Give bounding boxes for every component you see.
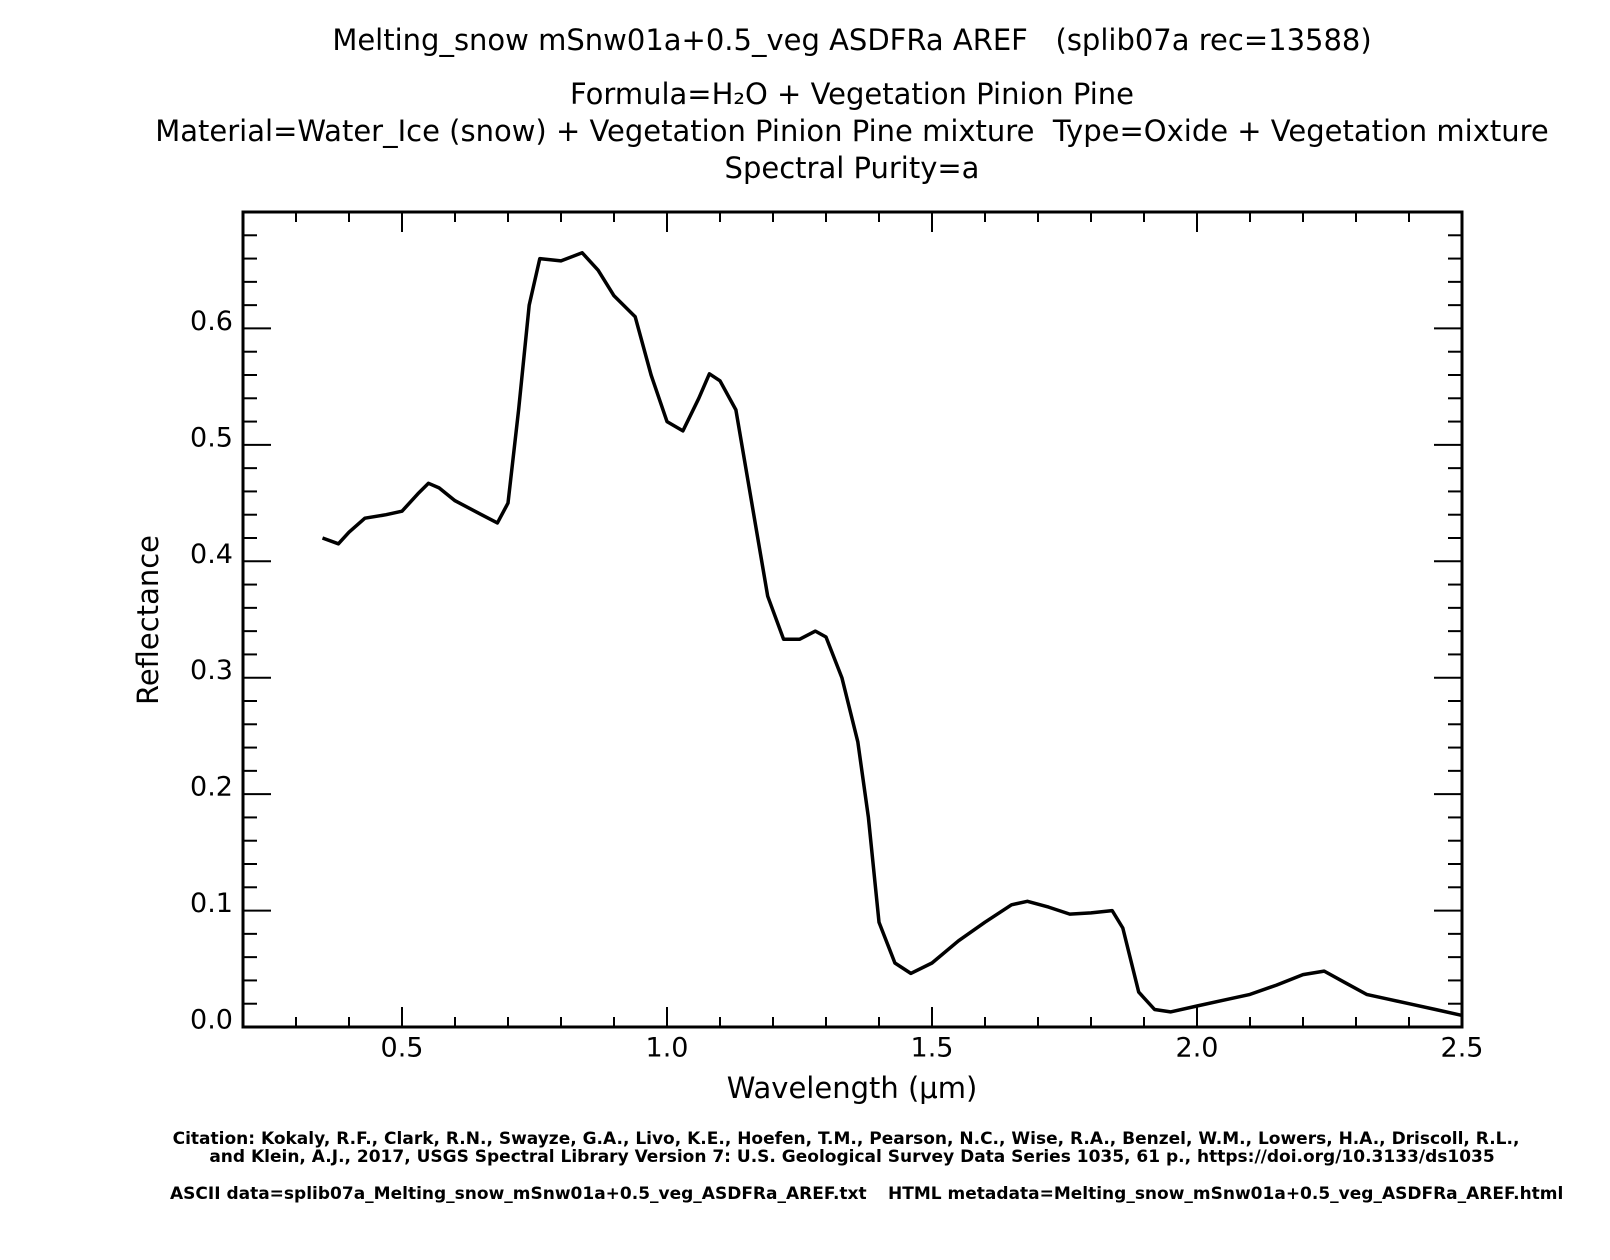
x-tick-label: 1.0	[646, 1033, 689, 1064]
x-tick-label: 1.5	[911, 1033, 954, 1064]
x-tick-label: 2.5	[1441, 1033, 1484, 1064]
chart-title: Melting_snow mSnw01a+0.5_veg ASDFRa AREF…	[332, 23, 1371, 57]
y-axis-label: Reflectance	[131, 535, 165, 705]
y-tick-label: 0.4	[190, 539, 233, 570]
ascii-data: ASCII data=splib07a_Melting_snow_mSnw01a…	[170, 1184, 867, 1204]
y-tick-label: 0.1	[190, 888, 233, 919]
x-tick-label: 2.0	[1176, 1033, 1219, 1064]
citation: Citation: Kokaly, R.F., Clark, R.N., Swa…	[173, 1129, 1520, 1149]
y-tick-label: 0.5	[190, 422, 233, 453]
y-tick-label: 0.3	[190, 655, 233, 686]
chart-subtitle: Material=Water_Ice (snow) + Vegetation P…	[155, 114, 1549, 148]
citation: and Klein, A.J., 2017, USGS Spectral Lib…	[209, 1147, 1494, 1167]
y-tick-label: 0.0	[190, 1005, 233, 1036]
plot-frame	[241, 210, 1464, 1029]
html-metadata: HTML metadata=Melting_snow_mSnw01a+0.5_v…	[888, 1184, 1563, 1204]
y-tick-label: 0.6	[190, 306, 233, 337]
x-axis-label: Wavelength (μm)	[727, 1071, 978, 1105]
spectrum-line	[321, 251, 1463, 1018]
x-tick-label: 0.5	[381, 1033, 424, 1064]
y-tick-label: 0.2	[190, 772, 233, 803]
chart-subtitle: Spectral Purity=a	[725, 151, 980, 185]
chart-subtitle: Formula=H₂O + Vegetation Pinion Pine	[570, 77, 1134, 111]
